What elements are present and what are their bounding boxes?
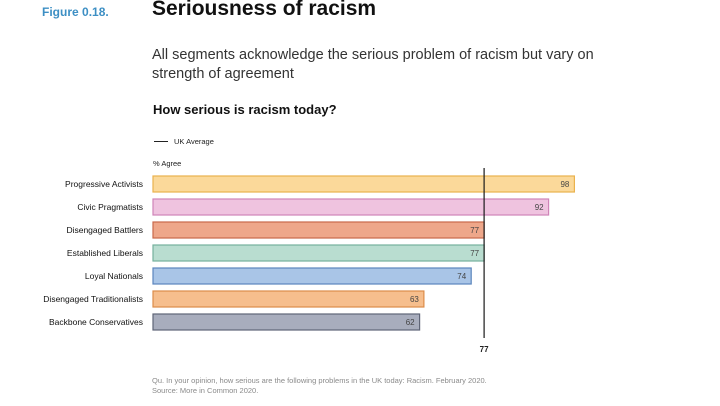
bar — [152, 175, 575, 193]
chart-title: Seriousness of racism — [152, 0, 377, 20]
data-label: 62 — [406, 318, 415, 327]
chart-question: How serious is racism today? — [153, 102, 337, 117]
legend: UK Average — [154, 137, 214, 146]
category-label: Established Liberals — [67, 248, 143, 258]
bar — [152, 244, 485, 262]
bar — [152, 290, 425, 308]
category-label: Backbone Conservatives — [49, 317, 143, 327]
data-label: 77 — [470, 249, 479, 258]
footnote-question: Qu. In your opinion, how serious are the… — [152, 376, 487, 385]
category-label: Progressive Activists — [65, 179, 143, 189]
data-label: 92 — [535, 203, 544, 212]
axis-label: % Agree — [153, 159, 182, 168]
category-label: Loyal Nationals — [85, 271, 143, 281]
data-label: 77 — [470, 226, 479, 235]
bar — [152, 313, 421, 331]
data-label: 63 — [410, 295, 419, 304]
chart-subtitle: All segments acknowledge the serious pro… — [152, 47, 594, 82]
bar — [152, 221, 485, 239]
data-label: 98 — [560, 180, 569, 189]
category-label: Civic Pragmatists — [77, 202, 143, 212]
bar — [152, 198, 550, 216]
footnote: Qu. In your opinion, how serious are the… — [152, 376, 487, 396]
legend-line-swatch — [154, 141, 168, 142]
figure-number: 0.18. — [82, 5, 109, 19]
category-label: Disengaged Battlers — [66, 225, 143, 235]
category-label: Disengaged Traditionalists — [43, 294, 143, 304]
figure-label: Figure 0.18. — [42, 5, 109, 19]
bar — [152, 267, 472, 285]
figure-prefix: Figure — [42, 5, 79, 19]
legend-label: UK Average — [174, 137, 214, 146]
uk-average-label: 77 — [480, 345, 489, 354]
footnote-source: Source: More in Common 2020. — [152, 386, 259, 395]
data-label: 74 — [457, 272, 466, 281]
